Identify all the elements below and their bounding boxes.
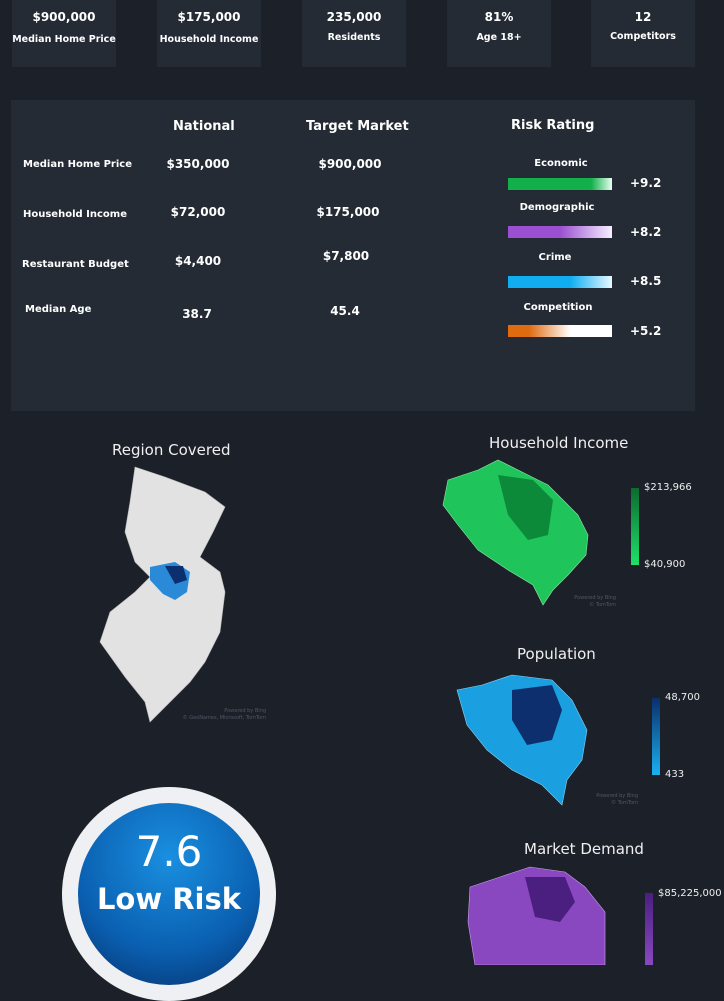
national-value: $72,000: [170, 205, 226, 219]
row-label: Household Income: [23, 209, 127, 220]
risk-score-gauge: 7.6 Low Risk: [62, 787, 276, 1001]
region-map-title: Region Covered: [112, 441, 231, 459]
target-value: 45.4: [330, 304, 360, 318]
income-map-title: Household Income: [489, 434, 629, 452]
risk-score-label: Low Risk: [96, 882, 242, 916]
kpi-label: Residents: [327, 32, 381, 43]
row-label: Restaurant Budget: [22, 259, 129, 270]
national-value: $350,000: [166, 157, 230, 171]
income-region-shape: [442, 459, 589, 606]
kpi-label: Age 18+: [476, 32, 522, 43]
kpi-residents: 235,000 Residents: [302, 0, 406, 67]
kpi-value: 12: [634, 10, 652, 24]
kpi-household-income: $175,000 Household Income: [157, 0, 261, 67]
kpi-label: Household Income: [159, 34, 259, 45]
comparison-panel: National Target Market Risk Rating Media…: [11, 100, 695, 411]
kpi-value: 81%: [484, 10, 514, 24]
risk-score-crime: +8.5: [630, 274, 662, 288]
population-map[interactable]: [452, 670, 592, 810]
risk-bar-demographic: [508, 226, 612, 238]
header-national: National: [173, 119, 235, 134]
risk-bar-competition: [508, 325, 612, 337]
region-map[interactable]: [95, 462, 245, 727]
risk-score-value: 7.6: [135, 827, 203, 876]
kpi-value: 235,000: [326, 10, 382, 24]
demand-high-region: [525, 877, 575, 922]
target-value: $7,800: [322, 249, 370, 263]
demand-legend-bar: [645, 893, 653, 965]
risk-label-crime: Crime: [538, 252, 572, 263]
row-label: Median Home Price: [23, 159, 132, 170]
income-legend-min: $40,900: [644, 559, 686, 570]
risk-score-economic: +9.2: [630, 176, 662, 190]
header-target-market: Target Market: [306, 119, 409, 134]
population-legend-min: 433: [665, 769, 685, 780]
population-map-watermark: Powered by Bing © TomTom: [596, 793, 638, 806]
population-legend-max: 48,700: [665, 692, 700, 703]
state-shape: [99, 466, 226, 723]
income-map[interactable]: [438, 455, 593, 610]
risk-bar-economic: [508, 178, 612, 190]
population-legend-bar: [652, 698, 660, 775]
kpi-value: $900,000: [32, 10, 96, 24]
population-map-title: Population: [517, 645, 596, 663]
risk-label-economic: Economic: [534, 158, 588, 169]
region-map-watermark: Powered by Bing © GeoNames, Microsoft, T…: [182, 708, 266, 721]
target-value: $900,000: [318, 157, 382, 171]
header-risk-rating: Risk Rating: [511, 118, 595, 133]
kpi-age: 81% Age 18+: [447, 0, 551, 67]
demand-map-title: Market Demand: [524, 840, 644, 858]
covered-region-core: [165, 566, 187, 584]
risk-label-demographic: Demographic: [519, 202, 595, 213]
kpi-label: Competitors: [610, 31, 676, 42]
income-legend-bar: [631, 488, 639, 565]
population-high-region: [512, 685, 562, 745]
kpi-competitors: 12 Competitors: [591, 0, 695, 67]
demand-map[interactable]: [465, 862, 610, 965]
demand-legend-max: $85,225,000: [658, 888, 722, 899]
target-value: $175,000: [316, 205, 380, 219]
income-legend-max: $213,966: [644, 482, 692, 493]
risk-score-demographic: +8.2: [630, 225, 662, 239]
income-map-watermark: Powered by Bing © TomTom: [574, 595, 616, 608]
national-value: $4,400: [174, 254, 222, 268]
kpi-median-home-price: $900,000 Median Home Price: [12, 0, 116, 67]
risk-bar-crime: [508, 276, 612, 288]
income-high-region: [498, 475, 553, 540]
kpi-value: $175,000: [177, 10, 241, 24]
risk-label-competition: Competition: [523, 302, 593, 313]
kpi-label: Median Home Price: [12, 34, 116, 45]
national-value: 38.7: [182, 307, 212, 321]
risk-score-competition: +5.2: [630, 324, 662, 338]
row-label: Median Age: [25, 304, 92, 315]
